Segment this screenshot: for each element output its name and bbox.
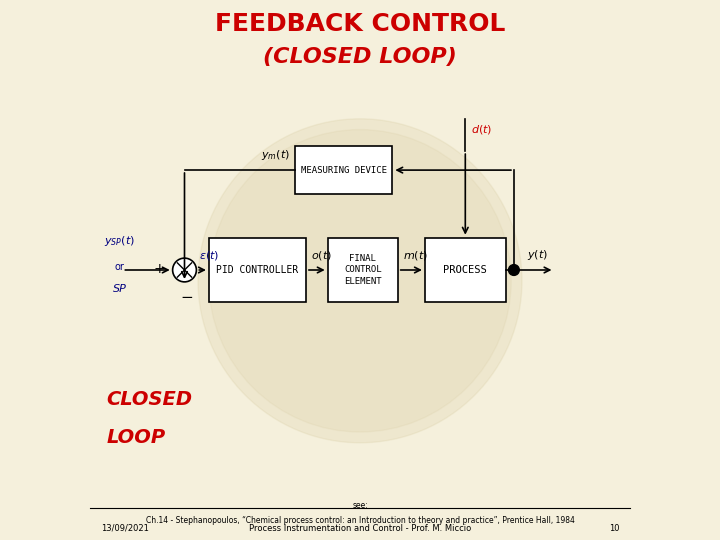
- Text: Ch.14 - Stephanopoulos, “Chemical process control: an Introduction to theory and: Ch.14 - Stephanopoulos, “Chemical proces…: [145, 516, 575, 525]
- Text: $d(t)$: $d(t)$: [471, 123, 492, 136]
- Text: PID CONTROLLER: PID CONTROLLER: [216, 265, 299, 275]
- Text: $y_m(t)$: $y_m(t)$: [261, 148, 289, 162]
- Text: 10: 10: [608, 524, 619, 532]
- Circle shape: [508, 265, 519, 275]
- Text: or: or: [114, 262, 125, 272]
- Text: $y(t)$: $y(t)$: [528, 248, 549, 262]
- Text: MEASURING DEVICE: MEASURING DEVICE: [301, 166, 387, 174]
- Text: LOOP: LOOP: [107, 428, 166, 447]
- Circle shape: [198, 119, 522, 443]
- Text: SP: SP: [113, 284, 127, 294]
- FancyBboxPatch shape: [295, 146, 392, 194]
- Text: see:: see:: [352, 501, 368, 510]
- Text: 13/09/2021: 13/09/2021: [101, 524, 148, 532]
- Text: $y_{SP}(t)$: $y_{SP}(t)$: [104, 234, 135, 248]
- Text: +: +: [154, 262, 166, 276]
- Text: PROCESS: PROCESS: [444, 265, 487, 275]
- Text: Process Instrumentation and Control - Prof. M. Miccio: Process Instrumentation and Control - Pr…: [249, 524, 471, 532]
- Text: $o(t)$: $o(t)$: [311, 249, 333, 262]
- FancyBboxPatch shape: [425, 238, 505, 302]
- Text: $m(t)$: $m(t)$: [403, 249, 428, 262]
- Text: CLOSED: CLOSED: [107, 390, 192, 409]
- Text: (CLOSED LOOP): (CLOSED LOOP): [263, 46, 457, 67]
- Text: FEEDBACK CONTROL: FEEDBACK CONTROL: [215, 12, 505, 36]
- FancyBboxPatch shape: [328, 238, 397, 302]
- Text: $\varepsilon(t)$: $\varepsilon(t)$: [199, 249, 219, 262]
- FancyBboxPatch shape: [209, 238, 306, 302]
- Circle shape: [209, 130, 511, 432]
- Text: FINAL
CONTROL
ELEMENT: FINAL CONTROL ELEMENT: [344, 254, 382, 286]
- Circle shape: [173, 258, 197, 282]
- Text: −: −: [181, 290, 193, 305]
